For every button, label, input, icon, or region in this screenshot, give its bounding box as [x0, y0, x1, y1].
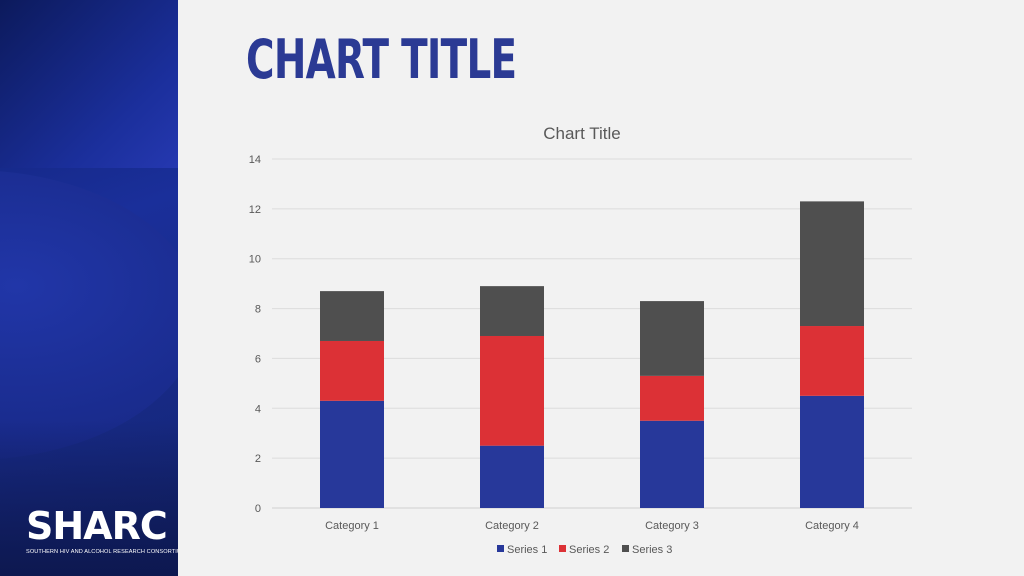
legend-label: Series 3	[632, 544, 672, 556]
legend-swatch	[559, 545, 566, 552]
y-tick-label: 12	[249, 204, 261, 216]
sharc-logo: SHARC SOUTHERN HIV AND ALCOHOL RESEARCH …	[26, 504, 178, 558]
x-axis-ticks: Category 1 Category 2 Category 3 Category 4	[325, 520, 859, 532]
logo-tagline: SOUTHERN HIV AND ALCOHOL RESEARCH CONSOR…	[26, 549, 178, 555]
bar-segment	[800, 395, 864, 508]
sidebar-panel: SHARC SOUTHERN HIV AND ALCOHOL RESEARCH …	[0, 0, 178, 576]
bar-segment	[320, 400, 384, 508]
bar-segment	[800, 326, 864, 396]
chart-title: Chart Title	[543, 124, 620, 143]
bar-segment	[480, 286, 544, 336]
sidebar-top-block	[0, 0, 178, 168]
bar-segment	[800, 201, 864, 327]
y-tick-label: 6	[255, 353, 261, 365]
bar-segment	[320, 340, 384, 401]
y-tick-label: 10	[249, 254, 261, 266]
bar-segment	[320, 291, 384, 341]
legend-label: Series 1	[507, 544, 547, 556]
legend-swatch	[497, 545, 504, 552]
bar-segment	[640, 420, 704, 508]
y-tick-label: 0	[255, 503, 261, 515]
chart-legend: Series 1 Series 2 Series 3	[497, 544, 672, 556]
logo-mark: SHARC	[26, 504, 168, 548]
sidebar-bottom-shade	[0, 420, 178, 576]
legend-label: Series 2	[569, 544, 609, 556]
x-tick-label: Category 3	[645, 520, 699, 532]
x-tick-label: Category 2	[485, 520, 539, 532]
y-axis-ticks: 0 2 4 6 8 10 12 14	[249, 154, 261, 515]
x-tick-label: Category 1	[325, 520, 379, 532]
y-tick-label: 4	[255, 403, 261, 415]
chart-bars	[320, 201, 864, 508]
page-title: CHART TITLE	[246, 28, 517, 91]
legend-swatch	[622, 545, 629, 552]
bar-segment	[640, 375, 704, 421]
x-tick-label: Category 4	[805, 520, 859, 532]
bar-segment	[480, 445, 544, 508]
y-tick-label: 8	[255, 304, 261, 316]
y-tick-label: 2	[255, 453, 261, 465]
bar-segment	[480, 335, 544, 446]
y-tick-label: 14	[249, 154, 261, 166]
bar-segment	[640, 301, 704, 376]
